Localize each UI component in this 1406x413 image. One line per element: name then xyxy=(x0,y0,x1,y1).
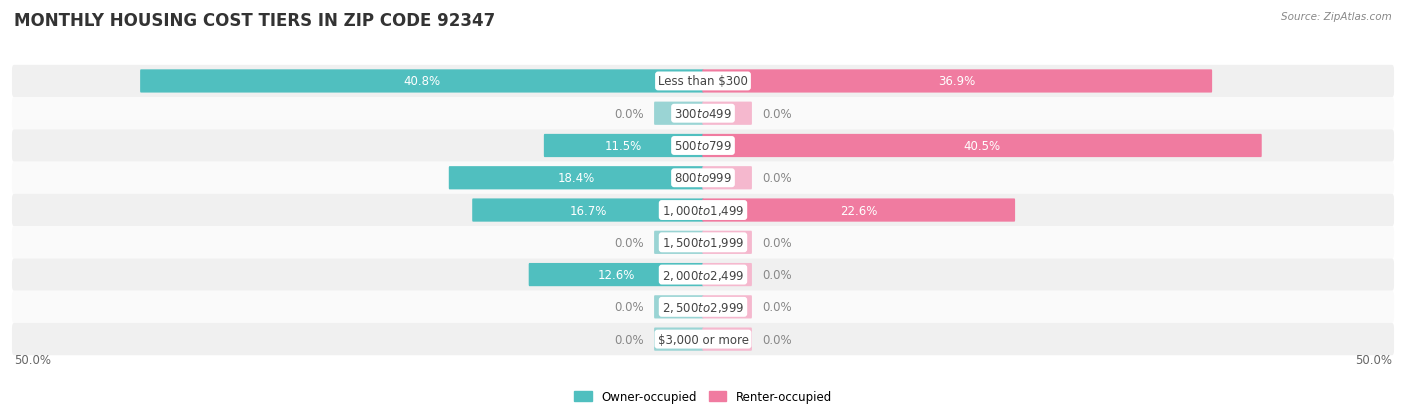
Text: 40.5%: 40.5% xyxy=(963,140,1001,153)
FancyBboxPatch shape xyxy=(13,195,1393,227)
Text: 0.0%: 0.0% xyxy=(614,236,644,249)
FancyBboxPatch shape xyxy=(472,199,703,222)
Text: $2,500 to $2,999: $2,500 to $2,999 xyxy=(662,300,744,314)
Text: 50.0%: 50.0% xyxy=(1355,353,1392,366)
FancyBboxPatch shape xyxy=(703,296,752,319)
FancyBboxPatch shape xyxy=(141,70,703,93)
FancyBboxPatch shape xyxy=(13,323,1393,356)
Text: Source: ZipAtlas.com: Source: ZipAtlas.com xyxy=(1281,12,1392,22)
Text: 11.5%: 11.5% xyxy=(605,140,643,153)
FancyBboxPatch shape xyxy=(544,135,703,158)
Text: 0.0%: 0.0% xyxy=(614,107,644,121)
FancyBboxPatch shape xyxy=(703,199,1015,222)
Text: 0.0%: 0.0% xyxy=(762,236,792,249)
Text: $500 to $799: $500 to $799 xyxy=(673,140,733,153)
Text: 0.0%: 0.0% xyxy=(762,172,792,185)
Text: 18.4%: 18.4% xyxy=(558,172,595,185)
Text: $2,000 to $2,499: $2,000 to $2,499 xyxy=(662,268,744,282)
FancyBboxPatch shape xyxy=(703,70,1212,93)
Text: $1,500 to $1,999: $1,500 to $1,999 xyxy=(662,236,744,250)
FancyBboxPatch shape xyxy=(654,328,703,351)
FancyBboxPatch shape xyxy=(13,291,1393,323)
Text: MONTHLY HOUSING COST TIERS IN ZIP CODE 92347: MONTHLY HOUSING COST TIERS IN ZIP CODE 9… xyxy=(14,12,495,30)
FancyBboxPatch shape xyxy=(13,227,1393,259)
Text: 22.6%: 22.6% xyxy=(839,204,877,217)
FancyBboxPatch shape xyxy=(703,135,1261,158)
Text: 36.9%: 36.9% xyxy=(939,75,976,88)
FancyBboxPatch shape xyxy=(703,328,752,351)
FancyBboxPatch shape xyxy=(654,231,703,254)
FancyBboxPatch shape xyxy=(703,167,752,190)
Text: Less than $300: Less than $300 xyxy=(658,75,748,88)
FancyBboxPatch shape xyxy=(13,98,1393,130)
Text: $300 to $499: $300 to $499 xyxy=(673,107,733,121)
Text: 12.6%: 12.6% xyxy=(598,268,636,281)
Text: 0.0%: 0.0% xyxy=(762,107,792,121)
Text: 50.0%: 50.0% xyxy=(14,353,51,366)
FancyBboxPatch shape xyxy=(13,66,1393,98)
FancyBboxPatch shape xyxy=(654,102,703,126)
FancyBboxPatch shape xyxy=(13,162,1393,195)
FancyBboxPatch shape xyxy=(13,259,1393,291)
Text: 0.0%: 0.0% xyxy=(762,268,792,281)
Text: 0.0%: 0.0% xyxy=(614,301,644,313)
Text: $800 to $999: $800 to $999 xyxy=(673,172,733,185)
FancyBboxPatch shape xyxy=(449,167,703,190)
Text: $1,000 to $1,499: $1,000 to $1,499 xyxy=(662,204,744,218)
FancyBboxPatch shape xyxy=(703,231,752,254)
FancyBboxPatch shape xyxy=(13,130,1393,162)
Legend: Owner-occupied, Renter-occupied: Owner-occupied, Renter-occupied xyxy=(569,385,837,408)
Text: 0.0%: 0.0% xyxy=(614,333,644,346)
FancyBboxPatch shape xyxy=(654,296,703,319)
Text: 0.0%: 0.0% xyxy=(762,333,792,346)
FancyBboxPatch shape xyxy=(703,263,752,287)
Text: 40.8%: 40.8% xyxy=(404,75,440,88)
Text: $3,000 or more: $3,000 or more xyxy=(658,333,748,346)
Text: 16.7%: 16.7% xyxy=(569,204,606,217)
Text: 0.0%: 0.0% xyxy=(762,301,792,313)
FancyBboxPatch shape xyxy=(703,102,752,126)
FancyBboxPatch shape xyxy=(529,263,703,287)
